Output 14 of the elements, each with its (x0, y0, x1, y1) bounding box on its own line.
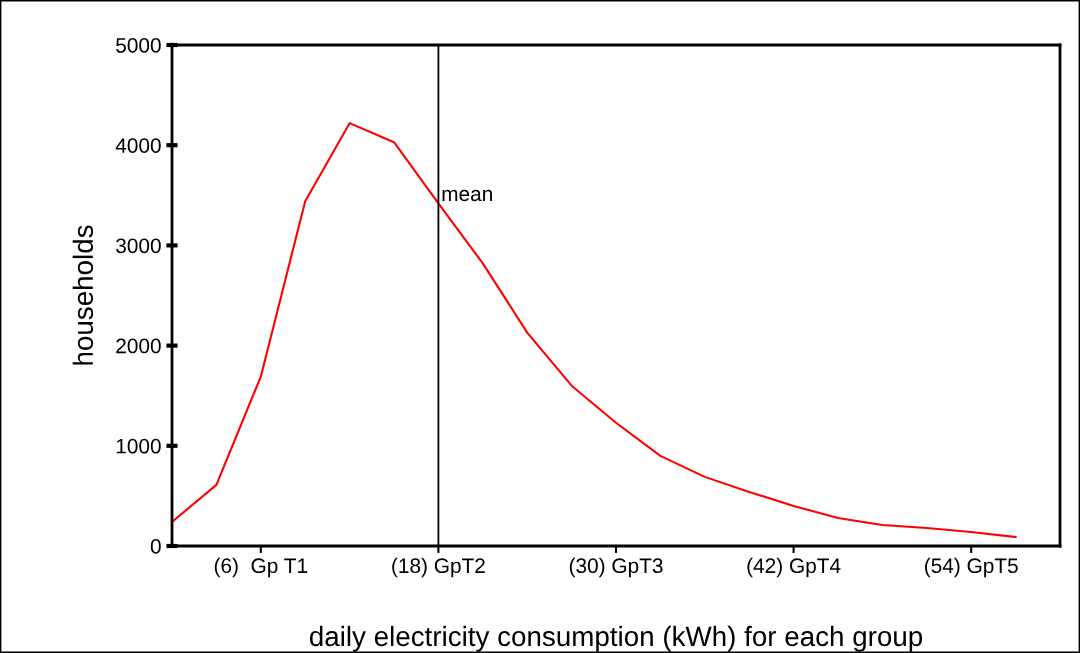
y-axis-title: households (72, 225, 94, 365)
x-tick-label: (54) GpT5 (925, 557, 1018, 578)
y-tick-label: 3000 (116, 238, 161, 254)
x-tick-label: (42) GpT4 (747, 557, 841, 578)
y-tick-label: 1000 (116, 438, 161, 454)
x-tick-label: (18) GpT2 (392, 557, 485, 578)
y-tick-label: 5000 (116, 38, 161, 53)
x-axis-title: daily electricity consumption (kWh) for each group (309, 625, 923, 652)
y-tick-label: 0 (150, 539, 161, 554)
y-tick-label: 4000 (115, 138, 161, 153)
x-tick-label: (6) Gp T1 (214, 557, 308, 578)
x-tick-label: (30) GpT3 (569, 557, 663, 578)
y-tick-label: 2000 (116, 338, 161, 354)
ref-line-label: mean (442, 189, 492, 202)
